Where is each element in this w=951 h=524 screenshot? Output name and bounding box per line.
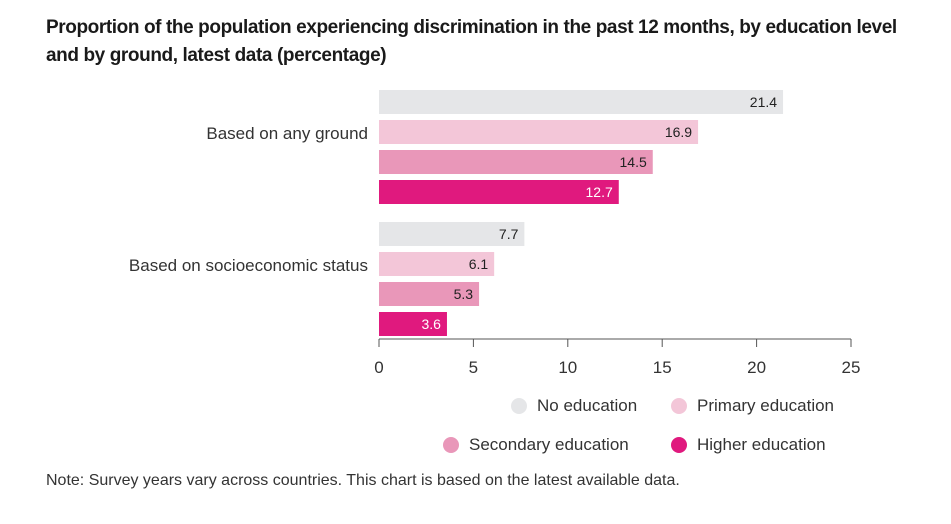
legend-swatch — [511, 398, 527, 414]
legend-label: Secondary education — [469, 435, 629, 454]
legend-label: Primary education — [697, 396, 835, 415]
bar — [379, 120, 699, 144]
chart-title: Proportion of the population experiencin… — [46, 17, 897, 66]
x-tick-label: 15 — [653, 358, 672, 377]
x-tick-label: 10 — [558, 358, 577, 377]
data-label: 7.7 — [499, 226, 519, 242]
legend-swatch — [443, 437, 459, 453]
category-label: Based on any ground — [206, 124, 368, 143]
x-tick-label: 0 — [374, 358, 383, 377]
data-label: 21.4 — [750, 94, 777, 110]
data-label: 3.6 — [421, 316, 441, 332]
bar — [379, 312, 447, 336]
bar — [379, 90, 784, 114]
bar — [379, 222, 525, 246]
chart-note: Note: Survey years vary across countries… — [46, 472, 680, 489]
bar — [379, 252, 495, 276]
legend-swatch — [671, 398, 687, 414]
data-label: 14.5 — [620, 154, 647, 170]
data-label: 16.9 — [665, 124, 692, 140]
x-tick-label: 5 — [469, 358, 478, 377]
bar — [379, 150, 653, 174]
category-label: Based on socioeconomic status — [129, 256, 368, 275]
x-tick-label: 20 — [747, 358, 766, 377]
data-label: 5.3 — [454, 286, 474, 302]
legend-item-secondary-education: Secondary education — [443, 435, 629, 455]
data-label: 6.1 — [469, 256, 489, 272]
legend-item-higher-education: Higher education — [671, 435, 826, 455]
x-tick-label: 25 — [842, 358, 861, 377]
legend-item-primary-education: Primary education — [671, 396, 834, 416]
legend-label: No education — [537, 396, 638, 415]
legend-item-no-education: No education — [511, 396, 637, 416]
data-label: 12.7 — [586, 184, 613, 200]
legend-swatch — [671, 437, 687, 453]
legend-label: Higher education — [697, 435, 826, 454]
bar — [379, 180, 619, 204]
bar — [379, 282, 480, 306]
